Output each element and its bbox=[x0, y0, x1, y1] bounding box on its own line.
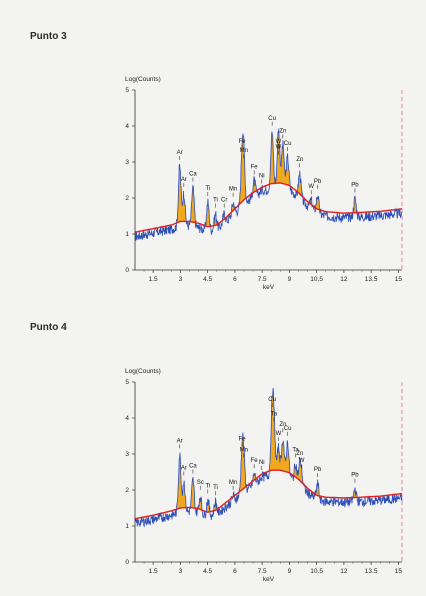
y-axis-title: Log(Counts) bbox=[125, 76, 161, 83]
x-tick-label: 1.5 bbox=[149, 276, 158, 283]
chart-title-punto-4: Punto 4 bbox=[30, 322, 67, 333]
x-tick-label: 4.5 bbox=[203, 568, 212, 575]
y-tick-label: 4 bbox=[125, 415, 129, 422]
peak-label: Mn bbox=[229, 187, 237, 193]
peak-label: W bbox=[276, 145, 282, 151]
peak-label: Ar bbox=[181, 177, 187, 183]
peak-label: Pb bbox=[351, 182, 359, 188]
y-tick-label: 2 bbox=[125, 195, 129, 202]
y-tick-label: 1 bbox=[125, 523, 129, 530]
peak-label: Ca bbox=[189, 172, 197, 178]
x-tick-label: 1.5 bbox=[149, 568, 158, 575]
peak-label: Ca bbox=[189, 464, 197, 470]
peak-label: Cr bbox=[221, 198, 227, 204]
x-tick-label: 4.5 bbox=[203, 276, 212, 283]
peak-label: Pb bbox=[314, 179, 322, 185]
peak-label: Zn bbox=[296, 157, 303, 163]
x-tick-label: 15 bbox=[395, 568, 403, 575]
peak-label: Zn bbox=[279, 422, 286, 428]
y-tick-label: 5 bbox=[125, 87, 129, 94]
x-tick-label: 10.5 bbox=[310, 568, 323, 575]
peak-label: Ni bbox=[259, 173, 265, 179]
peak-label: Ni bbox=[259, 460, 265, 466]
peak-fill-area bbox=[176, 388, 357, 513]
x-tick-label: 6 bbox=[233, 276, 237, 283]
y-tick-label: 3 bbox=[125, 451, 129, 458]
peak-label: Ta bbox=[292, 447, 299, 453]
peak-label: Mn bbox=[240, 447, 248, 453]
peak-label: Fe bbox=[239, 437, 247, 443]
peak-label: Cu bbox=[268, 116, 276, 122]
y-axis-title: Log(Counts) bbox=[125, 368, 161, 375]
x-tick-label: 7.5 bbox=[258, 568, 267, 575]
y-tick-label: 2 bbox=[125, 487, 129, 494]
peak-label: Ar bbox=[181, 465, 187, 471]
x-tick-label: 7.5 bbox=[258, 276, 267, 283]
x-tick-label: 6 bbox=[233, 568, 237, 575]
x-tick-label: 3 bbox=[179, 568, 183, 575]
x-tick-label: 13.5 bbox=[365, 276, 378, 283]
spectrum-line bbox=[134, 387, 403, 528]
y-tick-label: 1 bbox=[125, 231, 129, 238]
peak-label: Sc bbox=[197, 480, 204, 486]
peak-label: W bbox=[276, 139, 282, 145]
peak-fill-area bbox=[176, 128, 357, 227]
x-tick-label: 13.5 bbox=[365, 568, 378, 575]
peak-label: Zn bbox=[296, 451, 303, 457]
peak-label: Ar bbox=[177, 150, 183, 156]
x-tick-label: 3 bbox=[179, 276, 183, 283]
x-tick-label: 15 bbox=[395, 276, 403, 283]
x-tick-label: 10.5 bbox=[310, 276, 323, 283]
peak-label: Cu bbox=[284, 141, 292, 147]
x-tick-label: 12 bbox=[340, 276, 348, 283]
peak-label: W bbox=[308, 184, 314, 190]
peak-label: W bbox=[276, 431, 282, 437]
x-axis-title: keV bbox=[263, 284, 275, 291]
background-fit-curve bbox=[134, 182, 403, 233]
peak-label: Pb bbox=[351, 473, 359, 479]
peak-label: Ta bbox=[271, 411, 278, 417]
peak-label: Cu bbox=[284, 426, 292, 432]
peak-label: Mn bbox=[229, 480, 237, 486]
peak-label: Cu bbox=[268, 397, 276, 403]
y-tick-label: 0 bbox=[125, 559, 129, 566]
x-tick-label: 9 bbox=[288, 568, 292, 575]
y-tick-label: 0 bbox=[125, 267, 129, 274]
y-tick-label: 3 bbox=[125, 159, 129, 166]
peak-label: Ar bbox=[177, 438, 183, 444]
peak-label: Mn bbox=[240, 148, 248, 154]
x-tick-label: 12 bbox=[340, 568, 348, 575]
peak-label: Fe bbox=[251, 164, 259, 170]
peak-label: Ti bbox=[213, 198, 218, 204]
chart-title-punto-3: Punto 3 bbox=[30, 31, 67, 42]
peak-label: Ti bbox=[213, 485, 218, 491]
x-axis-title: keV bbox=[263, 576, 275, 583]
peak-label: Fe bbox=[251, 458, 259, 464]
peak-label: W bbox=[299, 458, 305, 464]
x-tick-label: 9 bbox=[288, 276, 292, 283]
y-tick-label: 4 bbox=[125, 123, 129, 130]
peak-label: Ti bbox=[205, 483, 210, 489]
y-tick-label: 5 bbox=[125, 379, 129, 386]
spectrum-line bbox=[134, 128, 403, 241]
peak-label: Fe bbox=[239, 139, 247, 145]
peak-label: Ti bbox=[205, 186, 210, 192]
peak-label: Zn bbox=[279, 128, 286, 134]
background-fit-curve bbox=[134, 469, 403, 520]
peak-label: Pb bbox=[314, 467, 322, 473]
